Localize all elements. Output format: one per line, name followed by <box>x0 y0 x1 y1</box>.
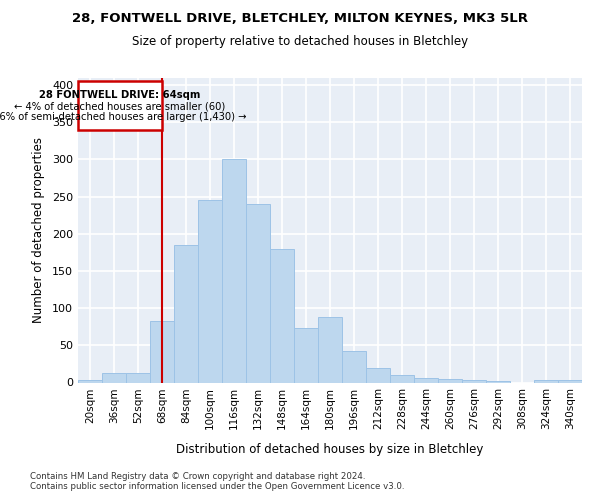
Bar <box>390 375 414 382</box>
Bar <box>78 380 102 382</box>
Bar <box>246 204 270 382</box>
Text: Size of property relative to detached houses in Bletchley: Size of property relative to detached ho… <box>132 35 468 48</box>
Bar <box>270 248 294 382</box>
Bar <box>366 368 390 382</box>
Bar <box>438 379 462 382</box>
Bar <box>414 378 438 382</box>
Text: Distribution of detached houses by size in Bletchley: Distribution of detached houses by size … <box>176 442 484 456</box>
Bar <box>102 373 126 382</box>
Bar <box>150 321 174 382</box>
Bar <box>318 317 342 382</box>
Text: 28, FONTWELL DRIVE, BLETCHLEY, MILTON KEYNES, MK3 5LR: 28, FONTWELL DRIVE, BLETCHLEY, MILTON KE… <box>72 12 528 26</box>
Bar <box>486 381 510 382</box>
Bar <box>222 160 246 382</box>
Bar <box>342 350 366 382</box>
Bar <box>558 380 582 382</box>
Y-axis label: Number of detached properties: Number of detached properties <box>32 137 45 323</box>
Bar <box>462 380 486 382</box>
Text: 28 FONTWELL DRIVE: 64sqm: 28 FONTWELL DRIVE: 64sqm <box>40 90 200 100</box>
Text: 96% of semi-detached houses are larger (1,430) →: 96% of semi-detached houses are larger (… <box>0 112 247 122</box>
Text: Contains HM Land Registry data © Crown copyright and database right 2024.: Contains HM Land Registry data © Crown c… <box>30 472 365 481</box>
Bar <box>126 373 150 382</box>
Bar <box>78 81 162 130</box>
Bar <box>174 245 198 382</box>
Bar <box>534 380 558 382</box>
Bar <box>198 200 222 382</box>
Text: Contains public sector information licensed under the Open Government Licence v3: Contains public sector information licen… <box>30 482 404 491</box>
Bar <box>294 328 318 382</box>
Text: ← 4% of detached houses are smaller (60): ← 4% of detached houses are smaller (60) <box>14 102 226 112</box>
